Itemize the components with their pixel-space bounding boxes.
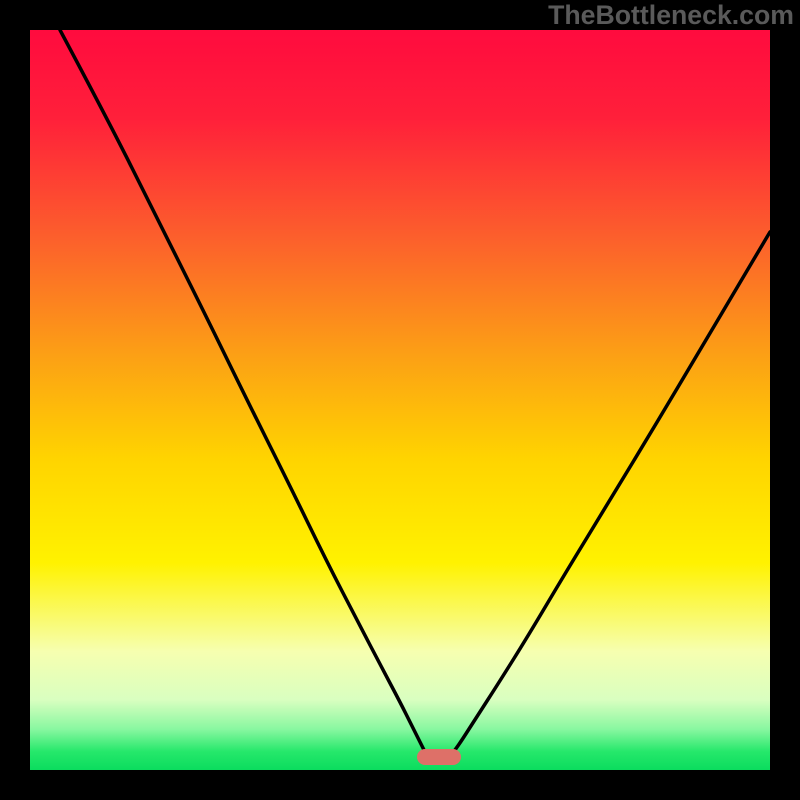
watermark-text: TheBottleneck.com <box>548 0 794 31</box>
chart-container: TheBottleneck.com <box>0 0 800 800</box>
bottleneck-chart <box>0 0 800 800</box>
plot-area <box>30 30 770 770</box>
bottleneck-marker <box>417 749 461 765</box>
